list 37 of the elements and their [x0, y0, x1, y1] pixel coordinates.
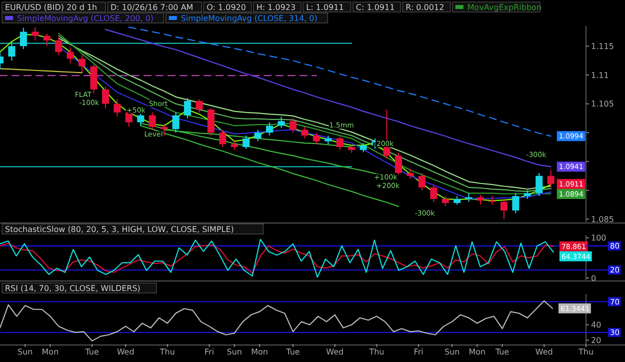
text: C: 1.0911 — [356, 2, 395, 12]
text: D: 10/26/16 7:00 AM — [110, 2, 194, 12]
chart-title: EUR/USD (BID) 20 d 1h — [5, 2, 98, 12]
x-tick-label: Mon — [468, 348, 486, 357]
x-tick-label: Thu — [577, 348, 594, 357]
x-tick-label: Fri — [204, 348, 214, 357]
legend-label: SimpleMovingAvg (CLOSE, 314, 0) — [180, 14, 318, 23]
y-tick-label: 100 — [591, 234, 606, 243]
y-tick-label: 40 — [591, 320, 602, 330]
x-tick-label: Mon — [251, 348, 268, 357]
text: O: 1.0920 — [206, 2, 246, 12]
y-tick-label: 1.105 — [591, 100, 614, 109]
x-tick-label: Wed — [326, 348, 344, 357]
x-tick-label: Thu — [368, 348, 384, 357]
x-tick-label: Thu — [158, 348, 175, 357]
x-tick-label: Sun — [444, 348, 460, 357]
x-tick-label: Tue — [494, 348, 510, 357]
x-tick-label: Sun — [226, 348, 242, 357]
y-tick-label: 1.11 — [591, 70, 609, 80]
legend-label: MovAvgExpRibbon — [467, 2, 542, 12]
y-tick-label: 1.115 — [591, 42, 614, 51]
x-tick-label: Tue — [84, 348, 99, 357]
text: H: 1.0923 — [256, 2, 296, 12]
y-tick-label: 0 — [591, 274, 596, 283]
x-tick-label: Fri — [414, 348, 424, 357]
x-tick-label: Sun — [18, 348, 33, 357]
legend-label: SimpleMovingAvg (CLOSE, 200, 0) — [17, 14, 154, 23]
text: L: 1.0911 — [306, 2, 344, 12]
x-tick-label: Wed — [535, 348, 553, 357]
chart-title: StochasticSlow (80, 20, 5, 3, HIGH, LOW, CLOSE, SIMPLE) — [5, 224, 234, 234]
y-tick-label: 20 — [591, 336, 602, 345]
chart-title: RSI (14, 70, 30, CLOSE, WILDERS) — [5, 284, 140, 293]
text: R: 0.0012 — [406, 2, 444, 12]
x-tick-label: Mon — [42, 348, 59, 357]
x-tick-label: Wed — [116, 348, 134, 357]
x-tick-label: Tue — [285, 348, 300, 357]
y-tick-label: 1.085 — [591, 214, 614, 224]
